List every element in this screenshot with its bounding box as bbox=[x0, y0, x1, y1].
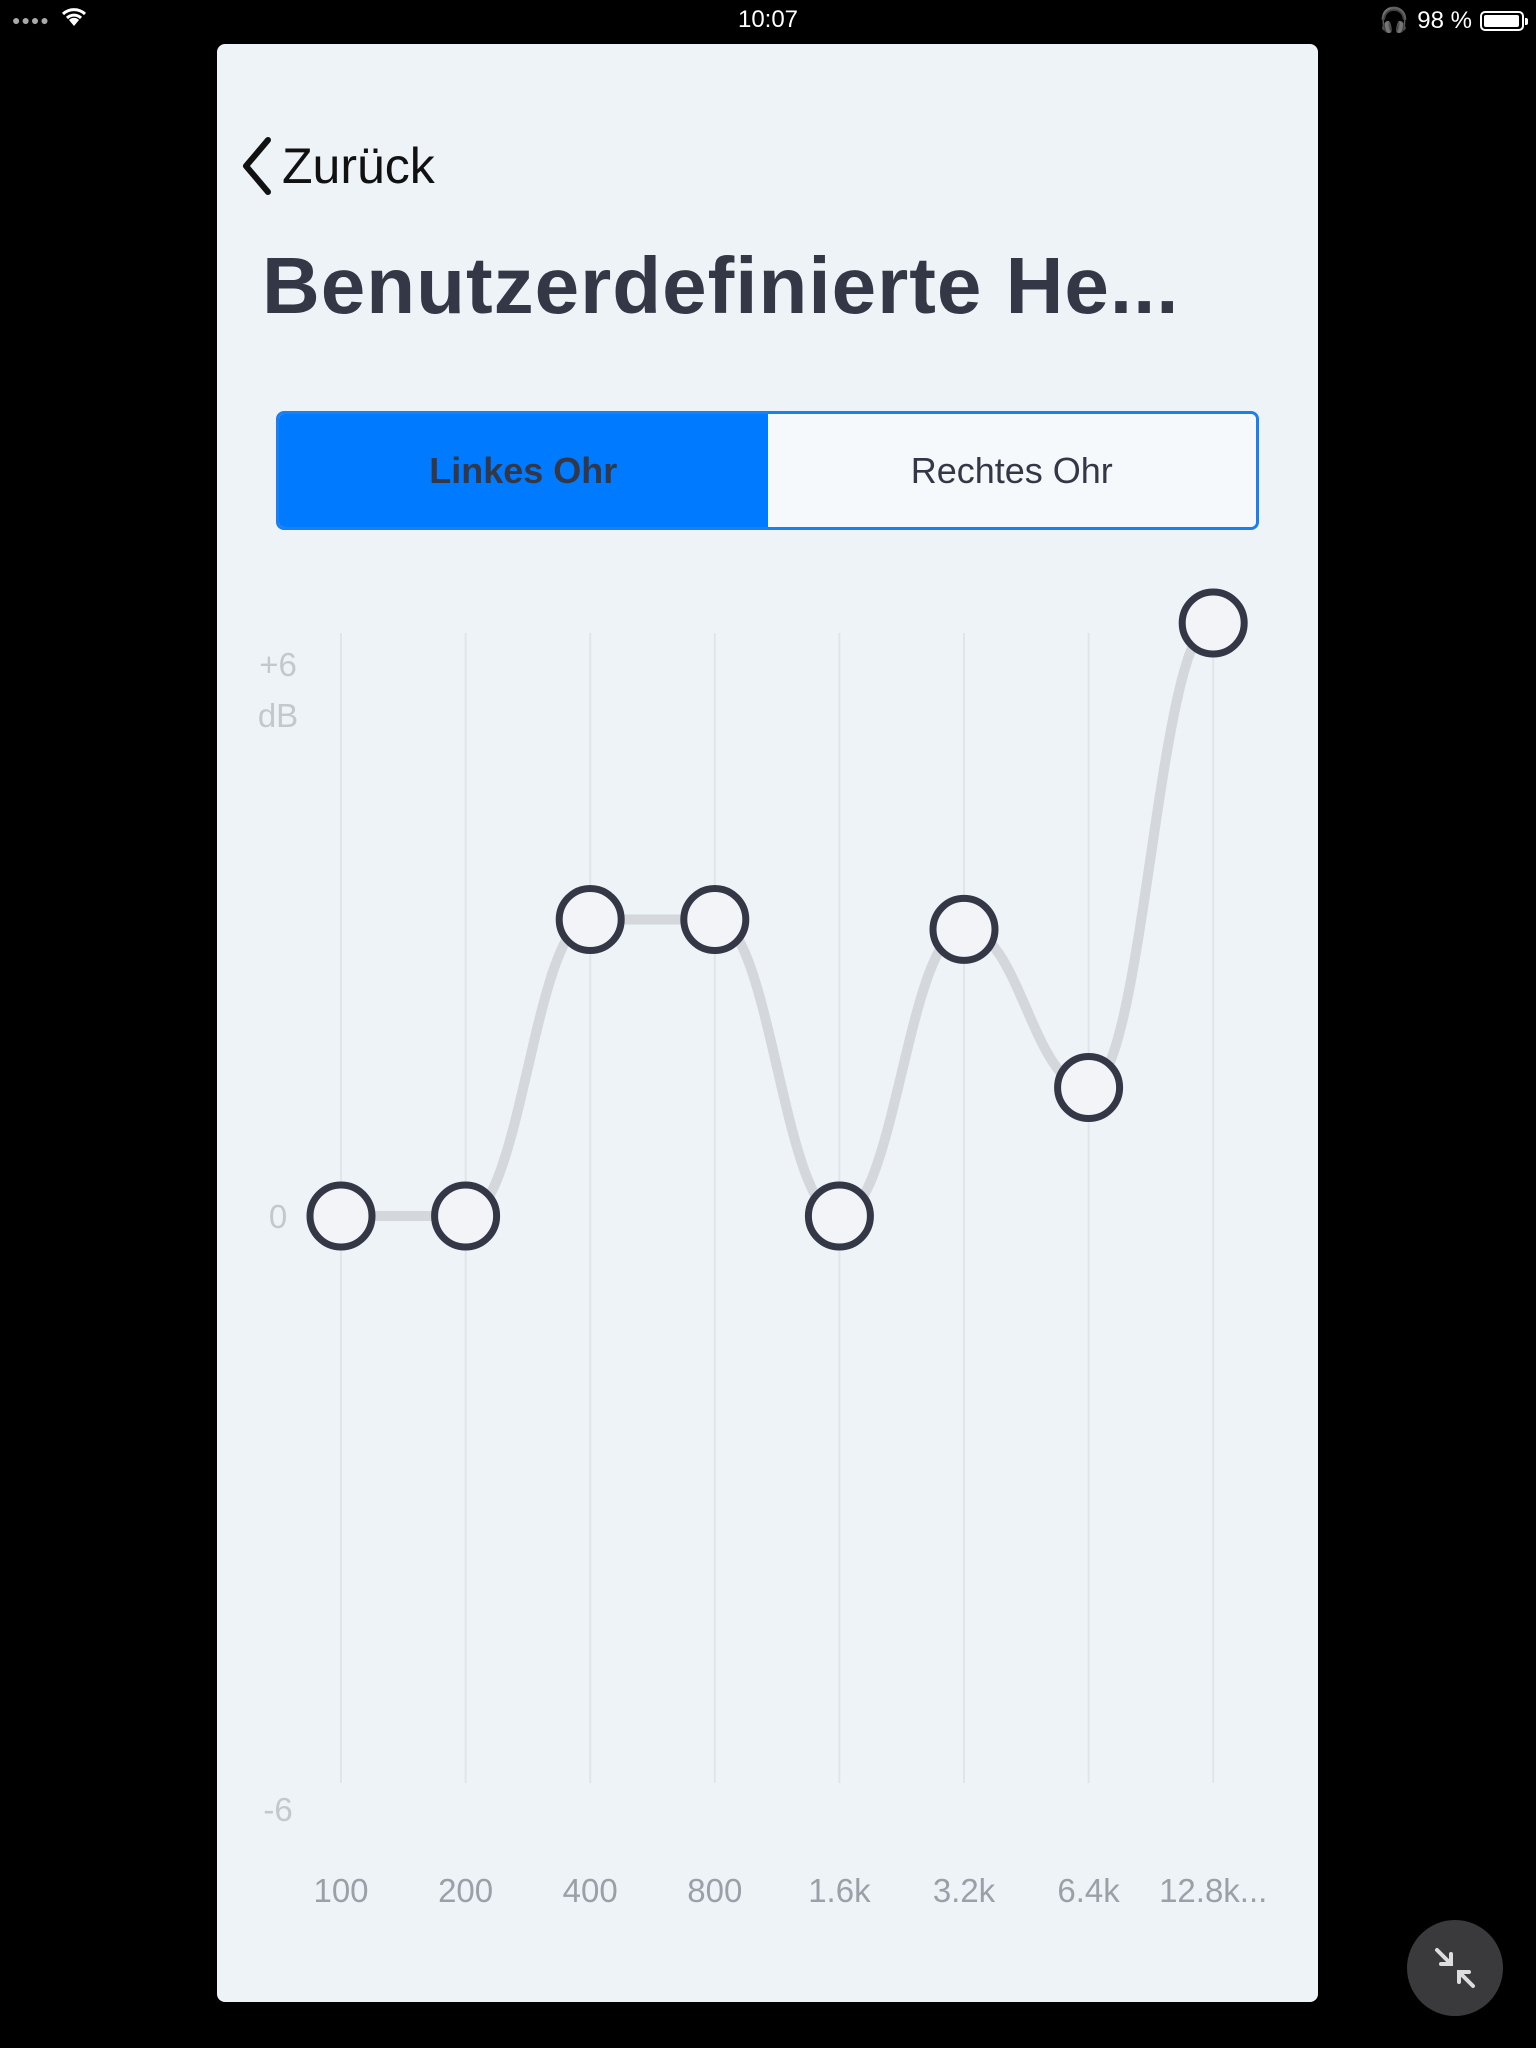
chevron-left-icon bbox=[243, 137, 271, 195]
eq-band-handle[interactable] bbox=[680, 885, 750, 954]
x-tick-label: 200 bbox=[438, 1872, 493, 1909]
x-tick-label: 1.6k bbox=[808, 1872, 871, 1909]
y-label-unit: dB bbox=[258, 697, 298, 734]
eq-band-handle[interactable] bbox=[306, 1181, 376, 1251]
y-label-zero: 0 bbox=[269, 1198, 287, 1235]
exit-fullscreen-button[interactable] bbox=[1407, 1920, 1503, 2016]
x-tick-label: 100 bbox=[313, 1872, 368, 1909]
x-tick-label: 800 bbox=[687, 1872, 742, 1909]
eq-band-handle[interactable] bbox=[1178, 588, 1248, 658]
battery-percent: 98 % bbox=[1417, 6, 1472, 34]
status-time: 10:07 bbox=[737, 6, 799, 33]
collapse-arrows-icon bbox=[1435, 1948, 1475, 1988]
eq-band-handle[interactable] bbox=[1054, 1053, 1124, 1123]
battery-icon bbox=[1480, 10, 1528, 31]
y-label-bottom: -6 bbox=[263, 1791, 292, 1828]
signal-icon: ●●●● bbox=[12, 12, 50, 28]
x-tick-label: 3.2k bbox=[933, 1872, 996, 1909]
back-label: Zurück bbox=[282, 138, 435, 194]
tab-right-ear[interactable]: Rechtes Ohr bbox=[767, 414, 1256, 527]
page-title: Benutzerdefinierte He... bbox=[262, 241, 1180, 330]
tab-left-ear[interactable]: Linkes Ohr bbox=[279, 414, 768, 527]
eq-band-handle[interactable] bbox=[555, 885, 625, 954]
headphones-icon: 🎧 bbox=[1379, 7, 1410, 34]
x-tick-label: 12.8k... bbox=[1159, 1872, 1267, 1909]
eq-band-handle[interactable] bbox=[929, 894, 999, 964]
eq-band-handle[interactable] bbox=[431, 1181, 501, 1251]
eq-band-handle[interactable] bbox=[804, 1181, 874, 1251]
x-tick-label: 6.4k bbox=[1057, 1872, 1120, 1909]
eq-curve bbox=[336, 618, 1219, 1222]
back-button[interactable]: Zurück bbox=[240, 136, 435, 196]
status-bar: ●●●● 10:07 🎧 98 % bbox=[0, 0, 1536, 44]
ear-segmented-control: Linkes Ohr Rechtes Ohr bbox=[276, 411, 1259, 530]
y-label-top: +6 bbox=[259, 646, 297, 683]
x-tick-label: 400 bbox=[563, 1872, 618, 1909]
wifi-icon bbox=[60, 4, 88, 35]
